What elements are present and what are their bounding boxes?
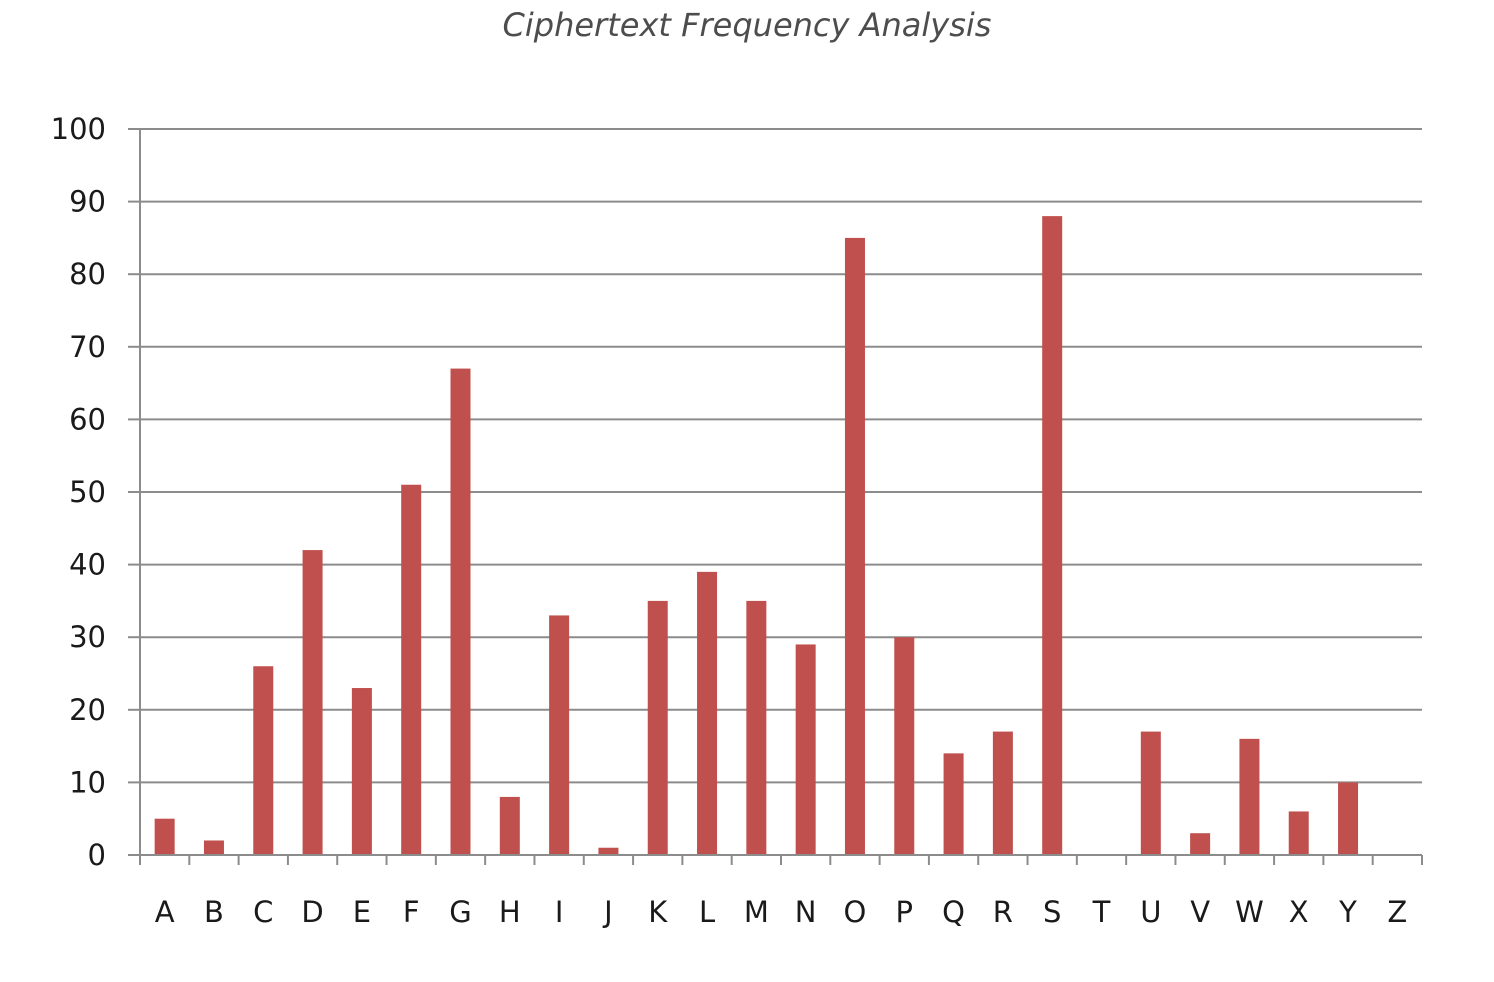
bar-L: [697, 571, 718, 855]
x-tick-label: J: [602, 895, 613, 929]
bar-V: [1190, 833, 1211, 855]
x-tick-label: K: [648, 895, 668, 929]
bar-A: [154, 818, 175, 855]
x-tick-label: F: [403, 895, 420, 929]
bar-X: [1288, 811, 1309, 855]
bar-I: [549, 615, 570, 855]
bar-R: [992, 731, 1013, 855]
gridlines: [140, 128, 1422, 784]
y-tick-label: 60: [69, 402, 106, 436]
bar-W: [1239, 738, 1260, 855]
bar-C: [253, 666, 274, 855]
x-tick-label: Z: [1387, 895, 1407, 929]
x-tick-label: D: [301, 895, 323, 929]
y-tick-label: 50: [69, 475, 106, 509]
x-tick-label: S: [1043, 895, 1061, 929]
x-tick-label: X: [1289, 895, 1309, 929]
x-tick-label: M: [744, 895, 769, 929]
x-tick-label: U: [1140, 895, 1161, 929]
bar-E: [351, 688, 372, 855]
bar-M: [746, 600, 767, 855]
x-tick-label: L: [699, 895, 715, 929]
bar-J: [598, 847, 619, 855]
x-tick-label: Q: [942, 895, 965, 929]
x-tick-label: A: [155, 895, 175, 929]
x-tick-label: G: [449, 895, 471, 929]
y-tick-label: 80: [69, 257, 106, 291]
bar-O: [844, 237, 865, 855]
y-tick-label: 70: [69, 330, 106, 364]
y-tick-label: 30: [69, 620, 106, 654]
x-tick-label: B: [204, 895, 224, 929]
bar-D: [302, 550, 323, 855]
y-axis-ticks: 0 10 20 30 40 50 60 70 80 90 100: [51, 112, 140, 872]
y-tick-label: 10: [69, 765, 106, 799]
bar-N: [795, 644, 816, 855]
x-tick-label: R: [993, 895, 1013, 929]
x-tick-label: Y: [1338, 895, 1357, 929]
y-tick-label: 40: [69, 548, 106, 582]
y-tick-label: 20: [69, 693, 106, 727]
x-tick-label: P: [896, 895, 914, 929]
y-tick-label: 100: [51, 112, 106, 146]
y-tick-label: 90: [69, 185, 106, 219]
x-tick-label: C: [253, 895, 273, 929]
bar-G: [450, 368, 471, 855]
bar-B: [203, 840, 224, 855]
x-tick-label: N: [795, 895, 817, 929]
bar-Y: [1338, 782, 1359, 855]
x-tick-label: T: [1092, 895, 1111, 929]
y-tick-label: 0: [88, 838, 106, 872]
bar-P: [894, 637, 915, 855]
bar-K: [647, 600, 668, 855]
chart-title: Ciphertext Frequency Analysis: [502, 6, 992, 44]
bar-S: [1042, 216, 1063, 855]
x-tick-label: V: [1190, 895, 1210, 929]
bar-U: [1140, 731, 1161, 855]
x-tick-label: W: [1235, 895, 1264, 929]
x-tick-label: I: [555, 895, 564, 929]
x-tick-label: O: [844, 895, 867, 929]
x-tick-label: E: [353, 895, 371, 929]
bars: [154, 216, 1359, 855]
bar-H: [499, 796, 520, 855]
bar-Q: [943, 753, 964, 855]
bar-F: [401, 484, 422, 855]
axes: [139, 129, 1423, 865]
x-tick-label: H: [499, 895, 521, 929]
